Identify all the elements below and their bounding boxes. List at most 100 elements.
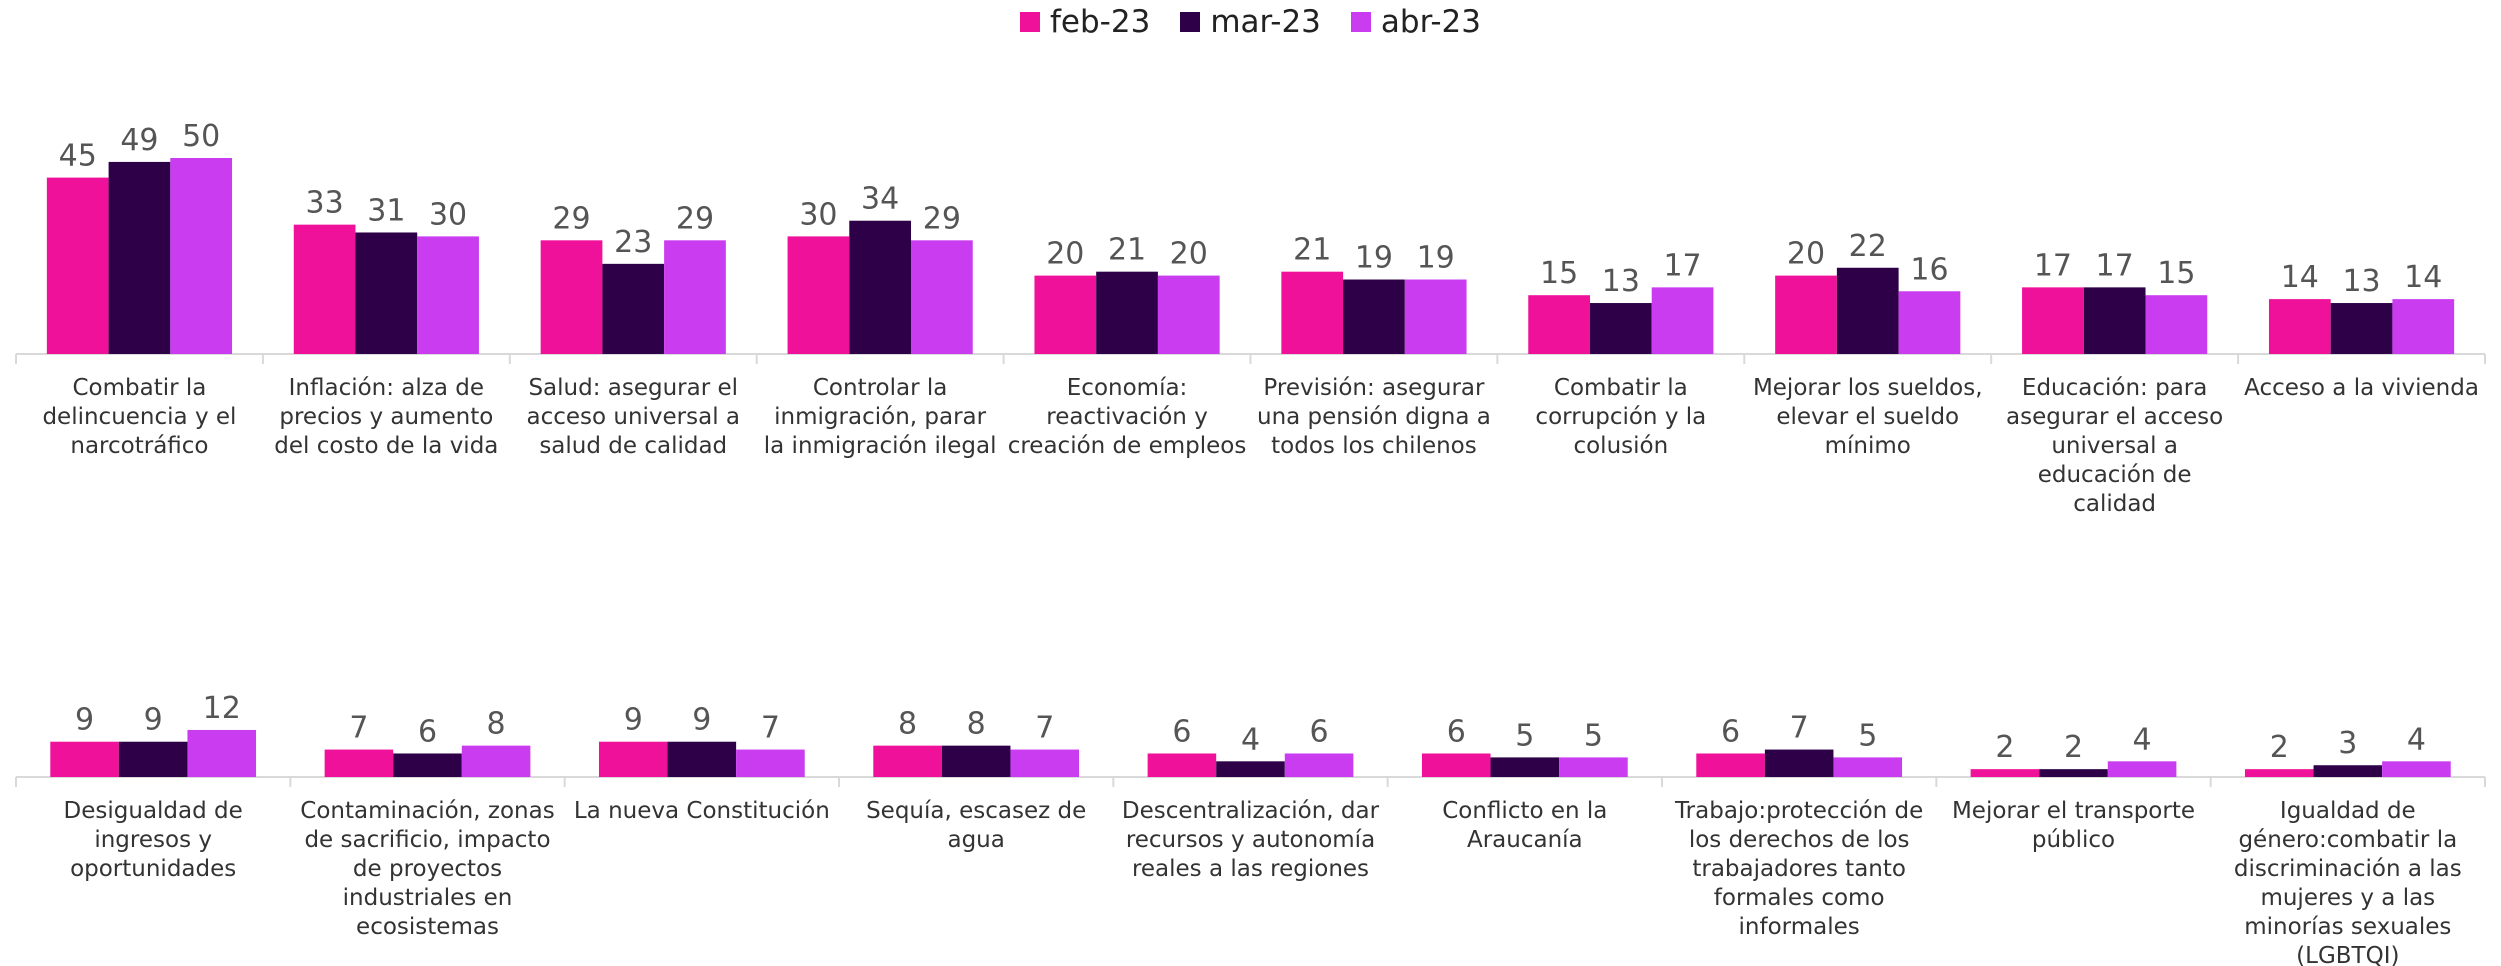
data-label: 2 — [2064, 730, 2083, 765]
data-label: 30 — [799, 197, 837, 232]
bar — [1034, 275, 1097, 354]
bar — [1764, 749, 1834, 777]
x-tick-label: La nueva Constitución — [573, 798, 830, 824]
x-tick-label: Salud: asegurar el acceso universal a sa… — [526, 375, 741, 459]
x-tick-label: Combatir la delincuencia y el narcotráfi… — [42, 375, 237, 459]
bar — [598, 741, 668, 777]
x-tick-label: Inflación: alza de precios y aumento del… — [274, 375, 499, 459]
data-label: 7 — [761, 711, 780, 746]
bar — [849, 220, 912, 354]
bar — [1421, 753, 1491, 777]
bar — [1147, 753, 1217, 777]
data-label: 2 — [1995, 730, 2014, 765]
bar — [2313, 765, 2383, 777]
bar — [1651, 287, 1714, 354]
data-label: 13 — [1602, 264, 1640, 299]
bar — [736, 749, 805, 777]
data-label: 7 — [1035, 711, 1054, 746]
data-label: 4 — [1241, 722, 1260, 757]
legend: feb-23 mar-23 abr-23 — [0, 0, 2501, 44]
legend-item: feb-23 — [1020, 4, 1150, 40]
data-label: 49 — [120, 123, 158, 158]
x-tick-label: Combatir la corrupción y la colusión — [1535, 375, 1707, 459]
data-label: 14 — [2404, 260, 2442, 295]
bar — [2330, 303, 2393, 354]
data-label: 6 — [1172, 714, 1191, 749]
x-tick-label: Descentralización, dar recursos y autono… — [1121, 798, 1380, 882]
bar — [540, 240, 603, 354]
bar — [50, 741, 119, 777]
data-label: 4 — [2133, 722, 2152, 757]
x-tick-label: Mejorar el transporte público — [1951, 798, 2196, 853]
bar — [2039, 769, 2108, 777]
bar — [941, 745, 1011, 777]
bar — [873, 745, 942, 777]
x-tick-label: Acceso a la vivienda — [2244, 375, 2479, 401]
bar — [1833, 757, 1903, 777]
bar — [2145, 295, 2208, 354]
x-tick-label: Desigualdad de ingresos y oportunidades — [63, 798, 243, 882]
x-tick-label: Contaminación, zonas de sacrificio, impa… — [300, 798, 555, 940]
bar — [2268, 299, 2331, 354]
data-label: 9 — [692, 703, 711, 738]
bar — [2083, 287, 2146, 354]
legend-swatch — [1020, 12, 1041, 32]
x-tick-label: Trabajo:protección de los derechos de lo… — [1675, 798, 1924, 940]
bar — [1775, 275, 1837, 354]
data-label: 9 — [75, 703, 94, 738]
data-label: 29 — [676, 201, 714, 236]
x-tick-label: Educación: para asegurar el acceso unive… — [2006, 375, 2224, 517]
bar — [1696, 753, 1765, 777]
bar — [118, 741, 188, 777]
data-label: 9 — [624, 703, 643, 738]
data-label: 34 — [861, 182, 899, 217]
bar — [1281, 271, 1344, 354]
bar — [2107, 761, 2177, 777]
bar — [170, 158, 233, 354]
x-tick-label: Economía: reactivación y creación de emp… — [1007, 375, 1247, 459]
bar — [2382, 761, 2451, 777]
bar — [1589, 303, 1652, 354]
data-label: 19 — [1417, 241, 1455, 276]
x-tick-label: Sequía, escasez de agua — [866, 798, 1087, 853]
data-label: 12 — [203, 691, 241, 726]
bar — [2022, 287, 2084, 354]
bar — [1528, 295, 1590, 354]
bar — [1096, 271, 1158, 354]
bar — [1836, 267, 1899, 354]
data-label: 20 — [1170, 237, 1208, 272]
data-label: 6 — [1310, 714, 1329, 749]
bar — [1970, 769, 2040, 777]
bar — [664, 240, 726, 354]
x-tick-label: Mejorar los sueldos, elevar el sueldo mí… — [1752, 375, 1983, 459]
data-label: 8 — [967, 707, 986, 742]
data-label: 23 — [614, 225, 652, 260]
legend-item: mar-23 — [1180, 4, 1321, 40]
bar — [417, 236, 479, 354]
data-label: 15 — [1540, 256, 1578, 291]
data-label: 29 — [552, 201, 590, 236]
bar — [293, 224, 356, 354]
bar — [1010, 749, 1080, 777]
data-label: 50 — [182, 119, 220, 154]
legend-item: abr-23 — [1350, 4, 1481, 40]
data-label: 16 — [1910, 252, 1948, 287]
bar — [1490, 757, 1560, 777]
data-label: 4 — [2407, 722, 2426, 757]
bar — [187, 729, 257, 777]
bar — [393, 753, 462, 777]
legend-label: mar-23 — [1210, 4, 1321, 40]
bar — [911, 240, 973, 354]
data-label: 13 — [2342, 264, 2380, 299]
bar — [602, 263, 665, 354]
legend-swatch — [1180, 12, 1201, 32]
x-tick-label: Controlar la inmigración, parar la inmig… — [763, 375, 997, 459]
legend-label: feb-23 — [1050, 4, 1151, 40]
data-label: 8 — [487, 707, 506, 742]
data-label: 5 — [1584, 718, 1603, 753]
data-label: 31 — [367, 193, 405, 228]
x-tick-label: Conflicto en la Araucanía — [1442, 798, 1608, 853]
data-label: 17 — [2096, 248, 2134, 283]
